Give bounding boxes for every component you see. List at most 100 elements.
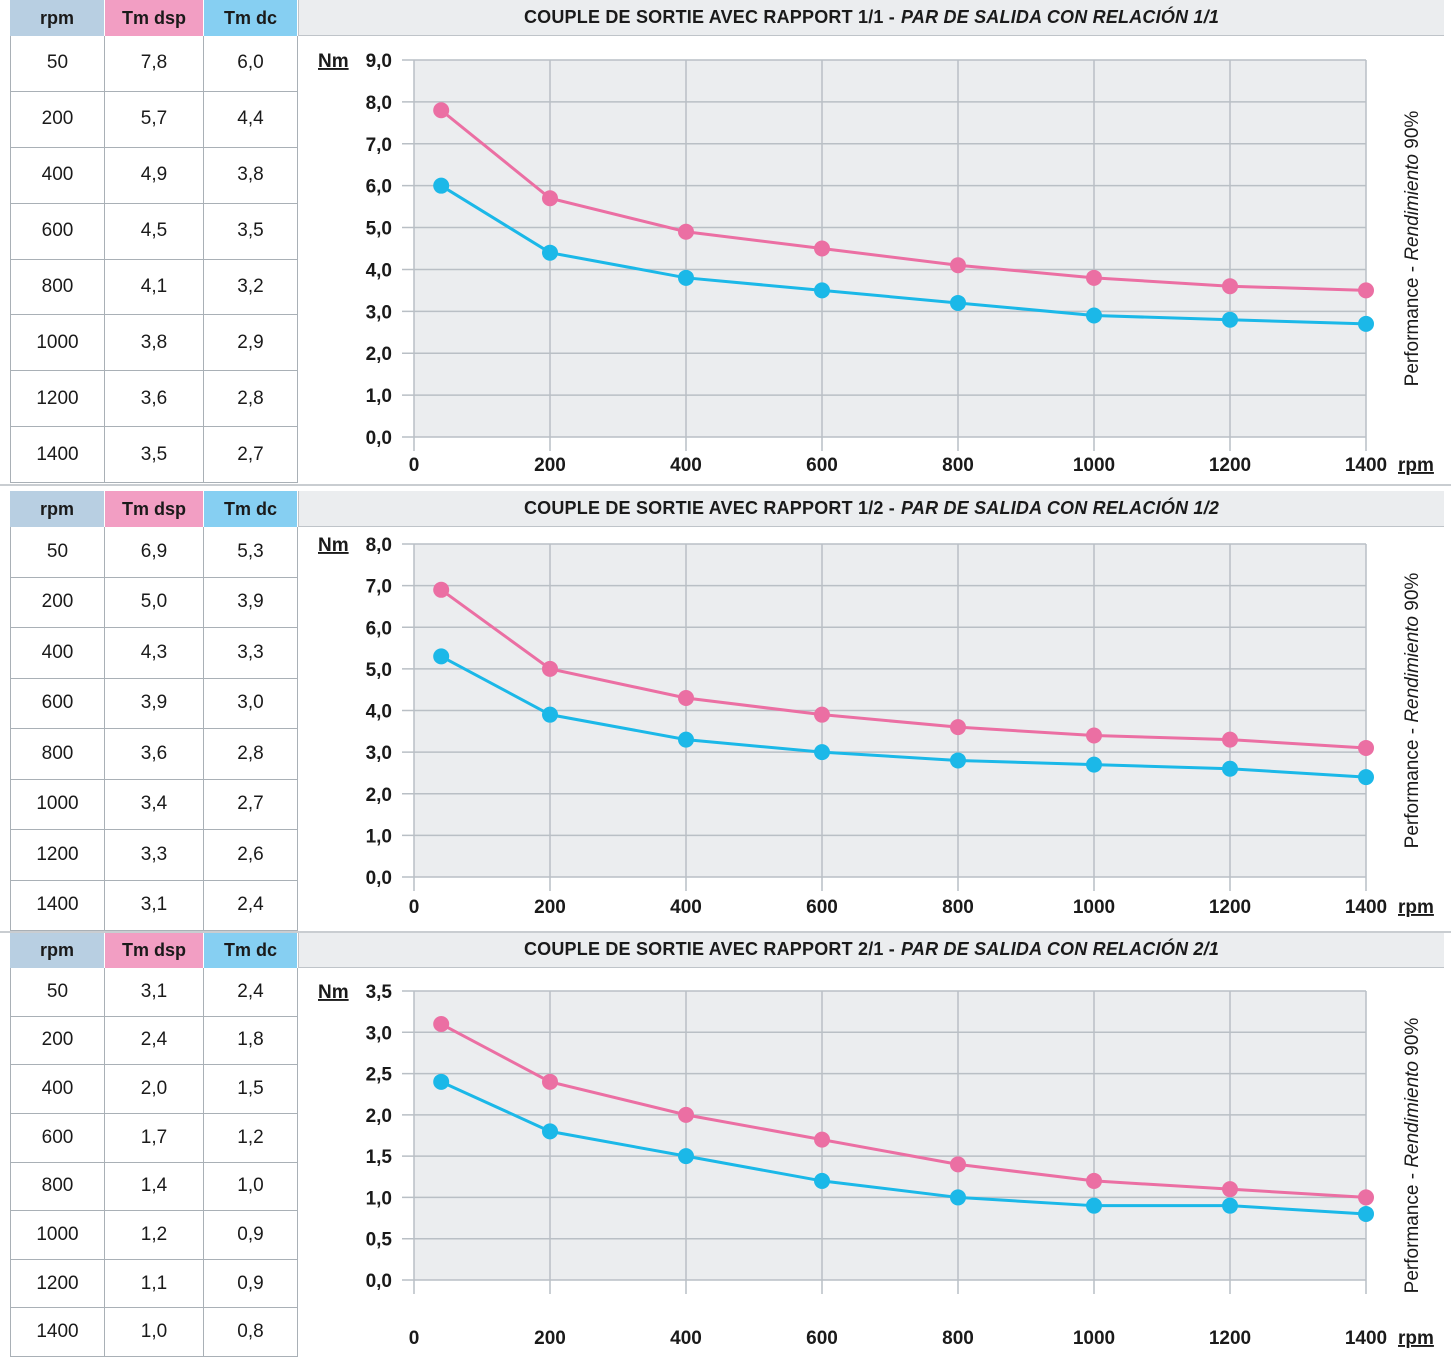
y-tick-label: 0,0 — [366, 868, 392, 889]
efficiency-label-prefix: Performance - — [1402, 261, 1423, 387]
chart-section-3: rpm Tm dsp Tm dc COUPLE DE SORTIE AVEC RAPP… — [0, 932, 1451, 1357]
rpm-cell: 800 — [11, 1162, 105, 1211]
rpm-cell: 1000 — [11, 1211, 105, 1259]
efficiency-label: Performance - Rendimiento 90% — [1402, 1018, 1423, 1294]
chart-title-italic: PAR DE SALIDA CON RELACIÓN 1/2 — [901, 498, 1220, 518]
y-tick-label: 5,0 — [366, 660, 392, 681]
rpm-cell: 50 — [11, 968, 105, 1016]
tm-dc-cell: 1,8 — [204, 1016, 298, 1065]
table-row: 1000 3,4 2,7 — [10, 779, 298, 830]
header-rpm: rpm — [10, 0, 105, 36]
data-point-dsp — [1358, 282, 1374, 299]
tm-dc-cell: 3,3 — [204, 628, 298, 678]
table-row: 1400 3,1 2,4 — [10, 880, 298, 931]
series-line-dc — [440, 184, 1367, 326]
tm-dc-cell: 6,0 — [204, 36, 298, 91]
chart-title: COUPLE DE SORTIE AVEC RAPPORT 1/2 - PAR … — [298, 491, 1444, 527]
efficiency-label: Performance - Rendimiento 90% — [1402, 111, 1423, 387]
data-point-dsp — [1222, 278, 1238, 295]
y-tick-label: 5,0 — [366, 219, 392, 240]
data-point-dsp — [1358, 1189, 1374, 1206]
tm-dsp-cell: 1,4 — [105, 1162, 204, 1211]
tm-dc-cell: 2,6 — [204, 830, 298, 880]
tm-dc-cell: 0,9 — [204, 1259, 298, 1308]
x-tick-label: 400 — [670, 897, 702, 918]
tm-dc-cell: 2,4 — [204, 880, 298, 930]
data-point-dsp — [542, 1073, 558, 1090]
tm-dc-cell: 3,9 — [204, 577, 298, 627]
data-point-dc — [678, 731, 694, 748]
x-tick-label: 800 — [942, 1328, 974, 1349]
torque-chart-1: 0,0 1,0 2,0 3,0 4,0 5,0 6,0 7,0 8,0 9,0 Nm 0 200 400 6… — [318, 51, 1434, 476]
y-tick-label: 3,0 — [366, 1023, 392, 1044]
tm-dsp-cell: 1,2 — [105, 1211, 204, 1259]
y-tick-label: 1,0 — [366, 826, 392, 847]
tm-dsp-cell: 3,5 — [105, 427, 204, 482]
tm-dsp-cell: 3,8 — [105, 315, 204, 371]
data-point-dc — [1358, 315, 1374, 332]
x-tick-label: 200 — [534, 1328, 566, 1349]
table-row: 400 2,0 1,5 — [10, 1065, 298, 1114]
table-row: 1200 3,6 2,8 — [10, 371, 298, 428]
tm-dsp-cell: 4,5 — [105, 203, 204, 259]
rpm-cell: 1000 — [11, 779, 105, 829]
data-point-dsp — [542, 660, 558, 677]
y-tick-label: 2,0 — [366, 785, 392, 806]
series-line-dsp — [440, 588, 1367, 750]
data-point-dc — [1358, 769, 1374, 786]
rpm-cell: 600 — [11, 1113, 105, 1162]
series-line-dsp — [440, 1022, 1367, 1199]
data-point-dc — [1222, 311, 1238, 328]
header-tm-dc: Tm dc — [204, 932, 298, 968]
torque-chart-2: 0,0 1,0 2,0 3,0 4,0 5,0 6,0 7,0 8,0 Nm 0 200 400 600 8… — [318, 535, 1434, 918]
table-row: 200 5,7 4,4 — [10, 91, 298, 148]
tm-dc-cell: 0,9 — [204, 1211, 298, 1259]
header-rpm: rpm — [10, 491, 105, 527]
rpm-cell: 400 — [11, 628, 105, 678]
data-point-dc — [814, 1172, 830, 1189]
y-tick-label: 2,5 — [366, 1065, 393, 1086]
y-tick-label: 7,0 — [366, 135, 392, 156]
y-unit-label: Nm — [318, 982, 349, 1003]
x-unit-label: rpm — [1398, 1328, 1434, 1349]
tm-dsp-cell: 4,9 — [105, 147, 204, 203]
efficiency-label-prefix: Performance - — [1402, 1168, 1423, 1294]
table-row: 400 4,9 3,8 — [10, 147, 298, 204]
data-point-dsp — [950, 257, 966, 274]
tm-dsp-cell: 4,1 — [105, 259, 204, 315]
tm-dc-cell: 2,7 — [204, 427, 298, 482]
table-row: 600 4,5 3,5 — [10, 203, 298, 260]
series-line-dc — [440, 1080, 1367, 1216]
rpm-cell: 1200 — [11, 1259, 105, 1308]
table-row: 1000 3,8 2,9 — [10, 315, 298, 372]
tm-dsp-cell: 3,6 — [105, 729, 204, 779]
rpm-cell: 50 — [11, 36, 105, 91]
rpm-cell: 400 — [11, 147, 105, 203]
tm-dsp-cell: 3,9 — [105, 678, 204, 728]
y-tick-label: 2,0 — [366, 344, 392, 365]
rpm-cell: 1400 — [11, 427, 105, 482]
table-row: 800 1,4 1,0 — [10, 1162, 298, 1212]
data-point-dsp — [678, 1106, 694, 1123]
x-tick-label: 200 — [534, 897, 566, 918]
data-point-dc — [1086, 307, 1102, 324]
tm-dc-cell: 2,8 — [204, 729, 298, 779]
chart-title-main: COUPLE DE SORTIE AVEC RAPPORT 1/1 - — [523, 7, 896, 27]
data-point-dsp — [950, 719, 966, 736]
data-point-dc — [433, 648, 450, 665]
header-tm-dc: Tm dc — [204, 491, 298, 527]
data-point-dc — [678, 269, 694, 286]
chart-title-main: COUPLE DE SORTIE AVEC RAPPORT 1/2 - — [523, 498, 896, 518]
efficiency-label-prefix: Performance - — [1402, 723, 1423, 849]
efficiency-label-suffix: 90% — [1402, 111, 1423, 154]
data-point-dc — [1358, 1205, 1374, 1222]
efficiency-label: Performance - Rendimiento 90% — [1402, 573, 1423, 849]
data-point-dc — [814, 282, 830, 299]
x-tick-label: 1000 — [1073, 897, 1115, 918]
tm-dc-cell: 5,3 — [204, 527, 298, 577]
x-tick-label: 1200 — [1209, 897, 1251, 918]
table-row: 50 3,1 2,4 — [10, 968, 298, 1017]
tm-dsp-cell: 1,7 — [105, 1113, 204, 1162]
header-tm-dc: Tm dc — [204, 0, 298, 36]
y-tick-label: 0,0 — [366, 1271, 392, 1292]
